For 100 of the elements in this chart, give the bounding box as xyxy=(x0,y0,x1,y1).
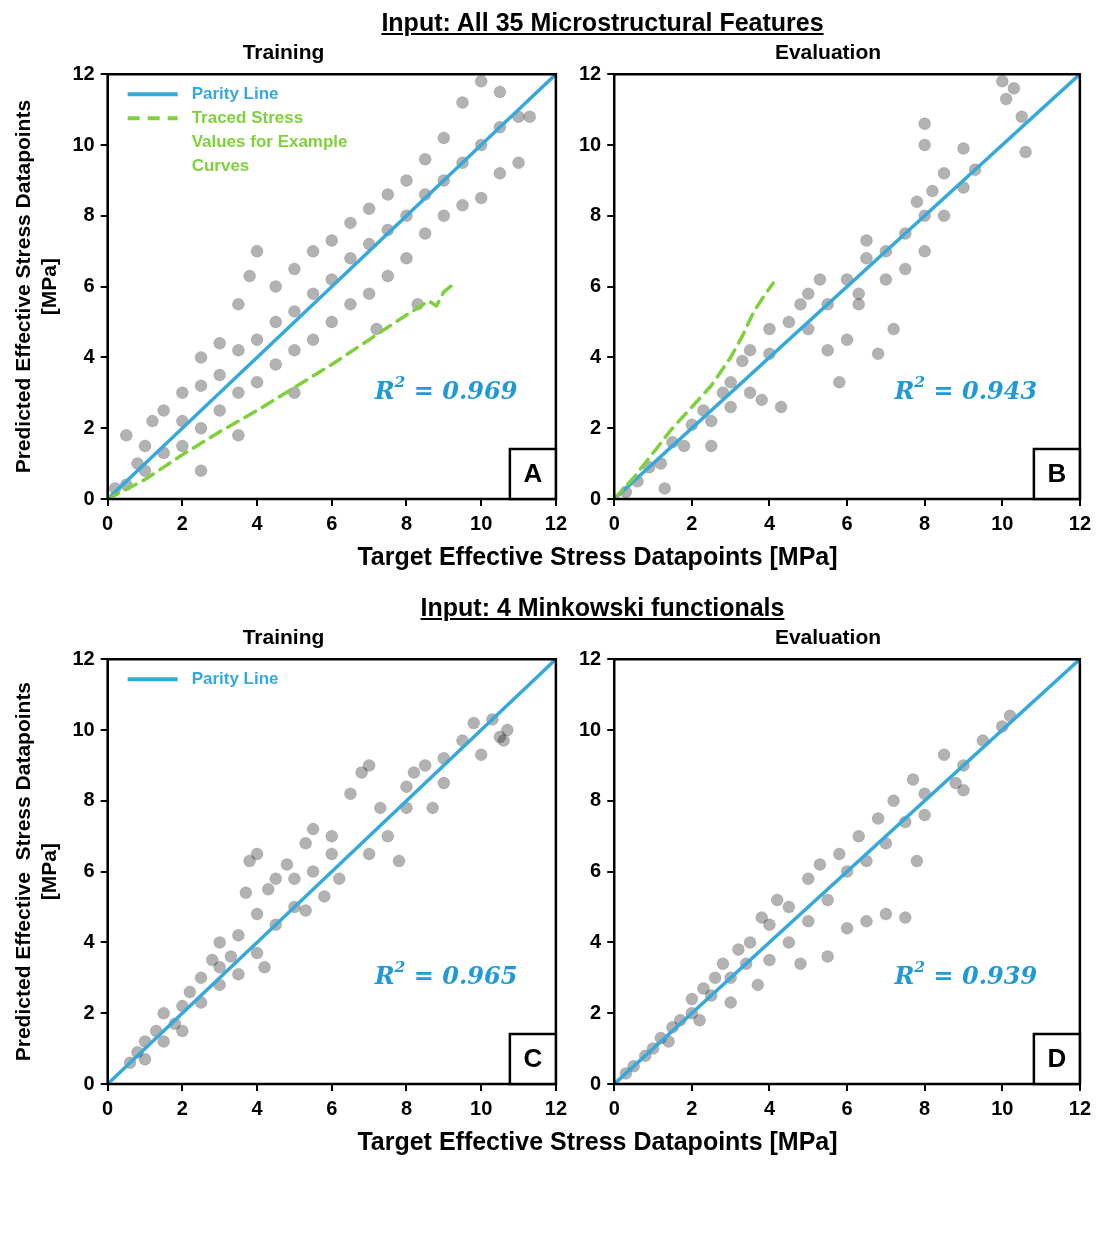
y-tick-label: 10 xyxy=(72,717,95,740)
point xyxy=(801,287,815,301)
x-tick-label: 12 xyxy=(1068,511,1091,534)
point xyxy=(813,273,827,287)
x-tick-label: 2 xyxy=(686,511,698,534)
point xyxy=(693,1013,707,1027)
point xyxy=(859,914,873,928)
point xyxy=(956,142,970,156)
point xyxy=(762,953,776,967)
point xyxy=(910,195,924,209)
point xyxy=(743,935,757,949)
point xyxy=(708,971,722,985)
point xyxy=(762,918,776,932)
legend-label: Traced Stress Values for Example Curves xyxy=(191,107,348,175)
point xyxy=(716,957,730,971)
annotation: B xyxy=(1047,458,1067,489)
x-tick-label: 0 xyxy=(102,511,114,534)
y-tick-label: 12 xyxy=(579,61,602,84)
y-tick-label: 6 xyxy=(83,859,95,882)
point xyxy=(696,981,710,995)
point xyxy=(762,322,776,336)
y-tick-label: 8 xyxy=(590,788,602,811)
y-tick-label: 4 xyxy=(590,344,603,367)
point xyxy=(821,950,835,964)
point xyxy=(852,287,866,301)
x-tick-label: 6 xyxy=(326,511,338,534)
point xyxy=(879,907,893,921)
annotation: C xyxy=(523,1043,543,1074)
point xyxy=(832,375,846,389)
point xyxy=(956,783,970,797)
x-tick-label: 0 xyxy=(102,1096,114,1119)
x-tick-label: 6 xyxy=(326,1096,338,1119)
point xyxy=(1015,110,1029,124)
point xyxy=(677,439,691,453)
point xyxy=(704,439,718,453)
point xyxy=(724,400,738,414)
point xyxy=(743,386,757,400)
x-tick-label: 8 xyxy=(919,1096,931,1119)
chart-subtitle: Training xyxy=(242,625,325,649)
y-tick-label: 6 xyxy=(590,859,602,882)
point xyxy=(859,251,873,265)
point xyxy=(898,911,912,925)
y-tick-label: 10 xyxy=(579,132,602,155)
x-tick-label: 6 xyxy=(841,511,853,534)
point xyxy=(704,414,718,428)
x-tick-label: 4 xyxy=(251,511,264,534)
point xyxy=(751,978,765,992)
point xyxy=(743,343,757,357)
chart-subtitle: Training xyxy=(242,40,325,64)
point xyxy=(995,74,1009,88)
legend-label: Parity Line xyxy=(191,668,279,688)
legend-label: Parity Line xyxy=(191,83,279,103)
y-tick-label: 2 xyxy=(83,1000,95,1023)
point xyxy=(910,854,924,868)
y-tick-label: 2 xyxy=(590,415,602,438)
x-tick-label: 0 xyxy=(608,511,620,534)
point xyxy=(918,244,932,258)
y-tick-label: 8 xyxy=(590,203,602,226)
point xyxy=(949,776,963,790)
point xyxy=(937,209,951,223)
point xyxy=(871,812,885,825)
y-tick-label: 0 xyxy=(83,486,95,509)
y-tick-label: 2 xyxy=(590,1000,602,1023)
x-tick-label: 2 xyxy=(686,1096,698,1119)
point xyxy=(918,138,932,152)
y-axis-title: Predicted Effective Stress Datapoints [MPa] xyxy=(11,99,60,474)
point xyxy=(794,297,807,311)
point xyxy=(685,992,699,1006)
point xyxy=(879,273,893,287)
point xyxy=(832,847,846,861)
line-series xyxy=(614,281,776,499)
point xyxy=(887,322,901,336)
point xyxy=(782,935,796,949)
y-tick-label: 8 xyxy=(83,788,95,811)
x-tick-label: 8 xyxy=(400,1096,413,1119)
point xyxy=(999,92,1013,106)
x-tick-label: 10 xyxy=(991,511,1014,534)
x-axis-title: Target Effective Stress Datapoints [MPa] xyxy=(356,1127,839,1156)
y-tick-label: 8 xyxy=(83,203,95,226)
y-tick-label: 2 xyxy=(83,415,95,438)
x-axis-title: Target Effective Stress Datapoints [MPa] xyxy=(356,542,839,571)
x-tick-label: 10 xyxy=(470,1096,493,1119)
point xyxy=(852,829,866,843)
y-tick-label: 0 xyxy=(590,486,602,509)
y-axis-title: Predicted Effective Stress Datapoints [MPa] xyxy=(11,681,60,1062)
y-tick-label: 0 xyxy=(83,1071,95,1094)
x-tick-label: 12 xyxy=(1068,1096,1091,1119)
point xyxy=(937,748,951,762)
point xyxy=(735,354,749,368)
point xyxy=(658,481,672,495)
y-tick-label: 0 xyxy=(590,1071,602,1094)
y-tick-label: 6 xyxy=(590,274,602,297)
point xyxy=(871,347,885,361)
point xyxy=(852,297,866,311)
x-tick-label: 10 xyxy=(470,511,493,534)
y-tick-label: 4 xyxy=(83,929,96,952)
point xyxy=(782,900,796,914)
point xyxy=(731,942,745,956)
point xyxy=(937,166,951,180)
point xyxy=(1007,81,1021,95)
